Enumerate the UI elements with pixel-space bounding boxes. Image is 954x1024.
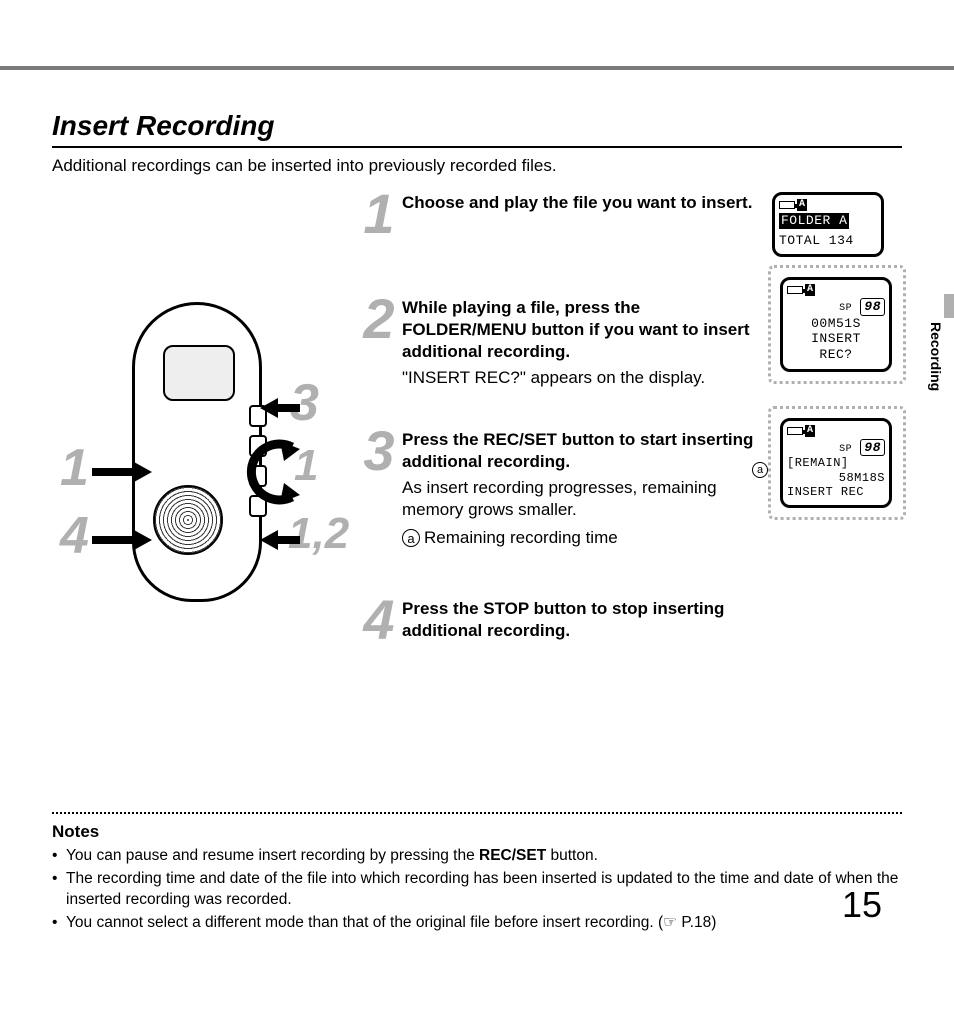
top-rule — [0, 66, 954, 70]
arrow-icon — [260, 396, 300, 420]
lcd-topbar: A — [787, 284, 885, 296]
step-sublabel: aRemaining recording time — [402, 528, 762, 548]
device-illustration: 1 4 3 1 1,2 — [72, 292, 332, 672]
notes-list: You can pause and resume insert recordin… — [52, 846, 902, 934]
folder-indicator: A — [805, 425, 815, 437]
step-1: 1 Choose and play the file you want to i… — [362, 192, 762, 237]
page-title: Insert Recording — [52, 110, 902, 148]
notes-heading: Notes — [52, 822, 902, 842]
lcd-line: FOLDER A — [779, 213, 877, 229]
lcd-highlight-frame: A SP 98 00M51S INSERT REC? — [772, 269, 902, 379]
step-number: 3 — [362, 429, 396, 547]
note-item: You cannot select a different mode than … — [52, 913, 902, 934]
lcd-column: Recording A FOLDER A TOTAL 134 A SP — [772, 192, 902, 672]
device-screen — [163, 345, 235, 401]
step-number: 4 — [362, 598, 396, 643]
arrow-icon — [92, 528, 152, 552]
step-desc: "INSERT REC?" appears on the display. — [402, 367, 762, 389]
step-number: 1 — [362, 192, 396, 237]
lcd-line: REC? — [787, 347, 885, 363]
lcd-line: TOTAL 134 — [779, 233, 877, 249]
step-desc: As insert recording progresses, remainin… — [402, 477, 762, 521]
circled-a-icon: a — [752, 462, 768, 478]
step-number: 2 — [362, 297, 396, 389]
device-column: 1 4 3 1 1,2 — [52, 192, 352, 672]
lcd-line: SP 98 — [787, 439, 885, 457]
circled-a-icon: a — [402, 529, 420, 547]
side-tab-block — [944, 294, 954, 318]
callout-4: 4 — [60, 510, 89, 562]
arrow-icon — [92, 460, 152, 484]
callout-1-left: 1 — [60, 442, 89, 494]
notes-divider — [52, 812, 902, 814]
note-item: You can pause and resume insert recordin… — [52, 846, 902, 867]
lcd-line: INSERT — [787, 331, 885, 347]
main-area: 1 4 3 1 1,2 — [52, 192, 902, 672]
step-body: Press the REC/SET button to start insert… — [402, 429, 762, 547]
side-tab: Recording — [928, 322, 944, 391]
device-speaker — [153, 485, 223, 555]
arrow-icon — [260, 528, 300, 552]
battery-icon — [787, 286, 803, 294]
step-title: Press the REC/SET button to start insert… — [402, 429, 762, 473]
lcd-line: 58M18S — [787, 471, 885, 485]
folder-indicator: A — [797, 199, 807, 211]
battery-icon — [787, 427, 803, 435]
curved-arrow-icon — [242, 437, 302, 507]
lcd-screen-2: A SP 98 00M51S INSERT REC? — [780, 277, 892, 371]
page-number: 15 — [842, 884, 882, 926]
intro-text: Additional recordings can be inserted in… — [52, 156, 902, 176]
lcd-line: SP 98 — [787, 298, 885, 316]
step-title: Choose and play the file you want to ins… — [402, 192, 752, 214]
lcd-line: [REMAIN] — [787, 456, 885, 470]
notes-section: Notes You can pause and resume insert re… — [52, 822, 902, 934]
steps-column: 1 Choose and play the file you want to i… — [362, 192, 762, 672]
step-title: Press the STOP button to stop inserting … — [402, 598, 762, 642]
step-body: Choose and play the file you want to ins… — [402, 192, 752, 237]
step-4: 4 Press the STOP button to stop insertin… — [362, 598, 762, 643]
lcd-highlight-frame: a A SP 98 [REMAIN] 58M18S INSERT REC — [772, 410, 902, 517]
lcd-screen-3: A SP 98 [REMAIN] 58M18S INSERT REC — [780, 418, 892, 509]
step-body: While playing a file, press the FOLDER/M… — [402, 297, 762, 389]
lcd-line: INSERT REC — [787, 485, 885, 499]
step-2: 2 While playing a file, press the FOLDER… — [362, 297, 762, 389]
lcd-topbar: A — [779, 199, 877, 211]
folder-indicator: A — [805, 284, 815, 296]
step-body: Press the STOP button to stop inserting … — [402, 598, 762, 643]
step-3: 3 Press the REC/SET button to start inse… — [362, 429, 762, 547]
step-title: While playing a file, press the FOLDER/M… — [402, 297, 762, 363]
lcd-line: 00M51S — [787, 316, 885, 332]
lcd-screen-1: A FOLDER A TOTAL 134 — [772, 192, 884, 257]
lcd-topbar: A — [787, 425, 885, 437]
battery-icon — [779, 201, 795, 209]
page-content: Insert Recording Additional recordings c… — [52, 110, 902, 936]
note-item: The recording time and date of the file … — [52, 869, 902, 911]
